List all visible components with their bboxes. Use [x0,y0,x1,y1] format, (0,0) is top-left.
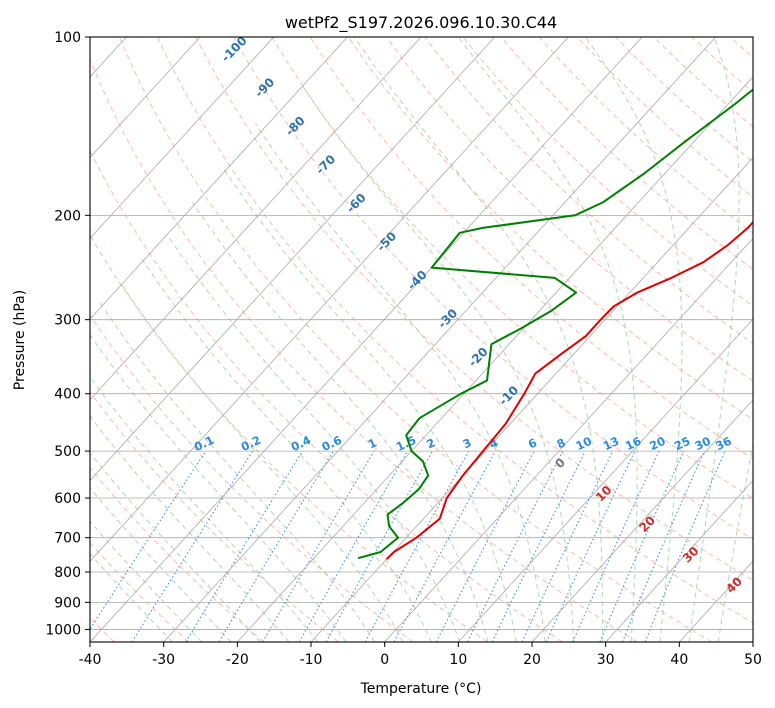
isotherms [90,37,753,642]
mixing-ratio-label: 30 [692,434,712,453]
isotherm-line [384,237,753,642]
y-tick-label: 200 [54,208,81,224]
dry-adiabat-line [271,37,753,500]
y-tick-label: 900 [54,595,81,611]
mixing-ratio-label: 16 [623,434,643,453]
x-tick-label: 50 [744,652,762,668]
isotherm-line [531,399,753,642]
moist-adiabat-line [90,333,347,642]
isotherm-line [90,37,422,401]
axes: -40 -30 -20 -10 0 10 20 30 40 50 100 200 300 400 500 60… [45,30,762,668]
x-tick-label: 10 [449,652,467,668]
mixing-ratio-line [131,450,254,642]
moist-adiabat-line [717,441,753,642]
dry-adiabat-line [195,37,753,582]
moist-adiabat-line [221,165,517,642]
mixing-ratio-label: 13 [601,434,621,453]
dry-adiabat-line [386,37,753,382]
mixing-ratio-label: 36 [713,434,733,453]
mixing-ratio-line [90,450,207,631]
temperature-line [385,220,753,560]
x-tick-label: 40 [670,652,688,668]
mixing-ratio-line [393,450,496,642]
x-tick-label: -20 [226,652,249,668]
moist-adiabat-line [90,520,203,642]
moist-adiabat-line [457,37,638,642]
mixing-ratio-line [467,450,564,642]
mixing-ratio-line [364,450,470,642]
isotherm-line [458,318,753,642]
moist-adiabat-line [584,37,683,642]
moist-adiabat-line [140,256,432,642]
isobars [90,37,753,630]
y-tick-label: 800 [54,565,81,581]
isotherm-line [90,37,569,562]
mixing-ratio-line [572,450,660,642]
isotherm-line [90,37,348,320]
chart-title: wetPf2_S197.2026.096.10.30.C44 [285,13,557,33]
x-tick-label: -40 [79,652,102,668]
x-tick-label: 30 [597,652,615,668]
dewpoint-line [357,88,753,560]
line-labels: -100-90-80-70-60-50-40-30-20-100.1 0.2 0.4… [192,37,745,596]
moist-adiabat-line [688,37,740,642]
moist-adiabat-line [90,452,261,642]
x-tick-label: 20 [523,652,541,668]
y-axis-label: Pressure (hPa) [12,290,28,390]
moist-adiabat-line [191,201,489,642]
x-tick-label: 0 [380,652,389,668]
x-axis-label: Temperature (°C) [360,681,482,697]
x-tick-label: -10 [300,652,323,668]
mixing-ratio-lines [90,450,726,642]
profiles [357,88,753,560]
plot-area: -100-90-80-70-60-50-40-30-20-100.1 0.2 0.4… [90,37,753,642]
moist-adiabat-line [354,37,603,642]
y-tick-label: 400 [54,387,81,403]
y-tick-label: 100 [54,30,81,46]
moist-adiabat-line [90,487,232,642]
moist-adiabat-line [99,301,376,642]
isotherm-line [163,37,717,642]
moist-adiabat-line [90,553,173,642]
x-tick-label: -30 [152,652,175,668]
dry-adiabat-line [90,234,488,642]
y-tick-label: 300 [54,313,81,329]
dry-adiabat-line [90,467,264,642]
isotherm-line [90,37,643,642]
mixing-ratio-label: 10 [574,434,594,453]
isotherm-line [90,37,275,239]
mixing-ratio-line [599,450,685,642]
mixing-ratio-label: 20 [647,434,667,453]
dry-adiabat-line [157,37,753,624]
mixing-ratio-line [325,450,433,642]
isotherm-line [310,157,753,642]
dry-adiabat-line [347,37,753,421]
moist-adiabat-line [90,376,319,642]
y-tick-label: 600 [54,491,81,507]
dry-adiabat-line [462,37,753,307]
dry-adiabat-line [90,149,563,642]
y-tick-label: 1000 [45,622,81,638]
moist-adiabat-line [90,415,290,642]
isotherm-line [605,479,753,642]
mixing-ratio-line [185,450,304,642]
plot-frame [89,36,754,643]
mixing-ratio-label: 25 [672,434,692,453]
y-tick-label: 500 [54,444,81,460]
isotherm-line [90,37,201,159]
moist-adiabat-line [120,282,404,642]
y-tick-label: 700 [54,531,81,547]
moist-adiabats [90,37,753,642]
isotherm-line [90,37,496,482]
isotherm-line [237,76,753,642]
moist-adiabat-line [255,123,546,642]
mixing-ratio-line [621,450,705,642]
